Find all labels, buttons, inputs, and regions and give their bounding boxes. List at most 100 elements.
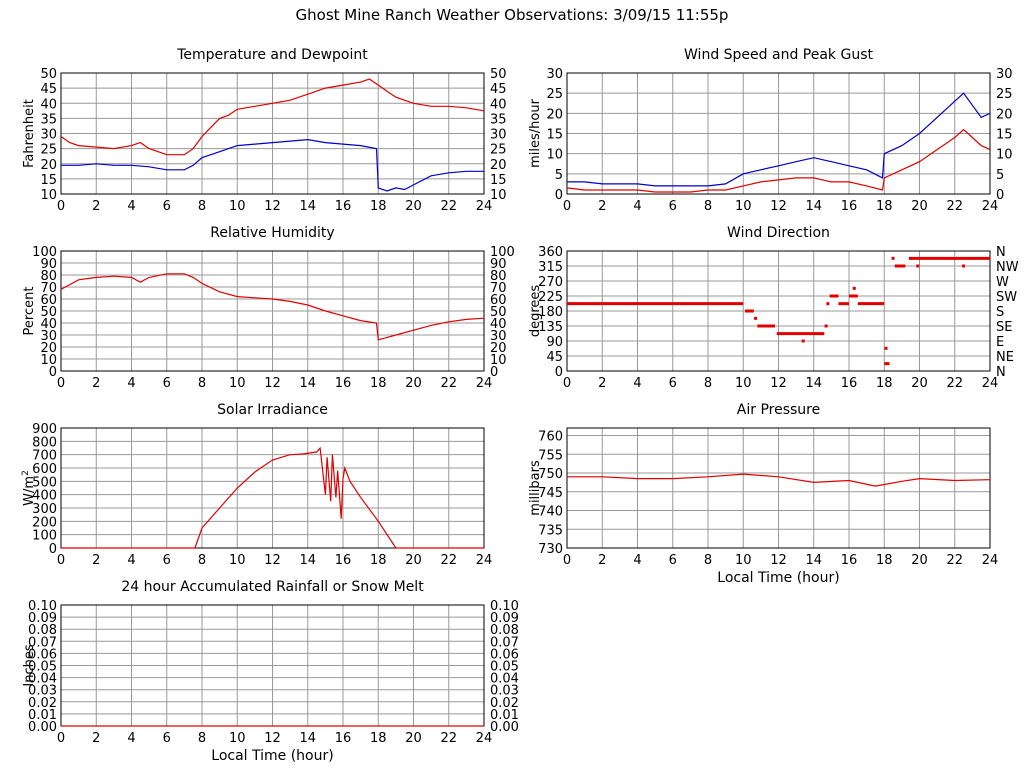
x-tick-label: 2 — [92, 199, 100, 214]
right-tick-label: 0 — [490, 365, 498, 380]
x-tick-label: 6 — [163, 731, 171, 746]
y-tick-label: 90 — [40, 257, 57, 272]
right-tick-label: E — [996, 335, 1004, 350]
y-tick-label: 20 — [546, 107, 563, 122]
direction-point — [824, 324, 828, 328]
x-tick-label: 24 — [476, 376, 493, 391]
x-tick-label: 24 — [476, 731, 493, 746]
right-tick-label: 0.03 — [490, 684, 519, 699]
x-tick-label: 14 — [299, 376, 316, 391]
x-tick-label: 10 — [229, 199, 246, 214]
x-tick-label: 8 — [704, 553, 712, 568]
y-tick-label: 20 — [40, 158, 57, 173]
x-tick-label: 14 — [805, 376, 822, 391]
y-tick-label: 0.05 — [28, 660, 57, 675]
x-axis-label: Local Time (hour) — [717, 570, 839, 586]
y-tick-label: 70 — [40, 281, 57, 296]
x-tick-label: 14 — [299, 731, 316, 746]
right-tick-label: 5 — [996, 168, 1004, 183]
right-tick-label: 20 — [996, 107, 1013, 122]
right-tick-label: 0.00 — [490, 720, 519, 735]
right-tick-label: 30 — [490, 329, 507, 344]
x-tick-label: 18 — [876, 199, 893, 214]
right-tick-label: 70 — [490, 281, 507, 296]
right-tick-label: 30 — [490, 128, 507, 143]
x-tick-label: 2 — [92, 731, 100, 746]
y-tick-label: 30 — [40, 128, 57, 143]
series-line-0 — [567, 92, 991, 187]
x-tick-label: 10 — [735, 553, 752, 568]
x-tick-label: 0 — [57, 199, 65, 214]
right-tick-label: 10 — [490, 353, 507, 368]
y-tick-label: 10 — [546, 148, 563, 163]
right-tick-label: 0.04 — [490, 672, 519, 687]
x-tick-label: 12 — [770, 376, 787, 391]
x-tick-label: 16 — [335, 376, 352, 391]
x-tick-label: 6 — [669, 199, 677, 214]
y-tick-label: 900 — [32, 422, 57, 437]
direction-point — [916, 264, 920, 268]
x-tick-label: 20 — [405, 553, 422, 568]
y-tick-label: 700 — [32, 449, 57, 464]
right-tick-label: 80 — [490, 269, 507, 284]
y-tick-label: 0.04 — [28, 672, 57, 687]
y-tick-label: 30 — [546, 67, 563, 82]
y-tick-label: 100 — [32, 529, 57, 544]
x-tick-label: 24 — [982, 553, 999, 568]
right-tick-label: SE — [996, 320, 1012, 335]
x-tick-label: 20 — [911, 376, 928, 391]
right-tick-label: W — [996, 275, 1009, 290]
y-tick-label: 15 — [546, 128, 563, 143]
x-tick-label: 20 — [405, 199, 422, 214]
y-tick-label: 35 — [40, 112, 57, 127]
y-tick-label: 400 — [32, 489, 57, 504]
right-tick-label: 60 — [490, 293, 507, 308]
y-tick-label: 45 — [546, 350, 563, 365]
right-tick-label: 0.09 — [490, 611, 519, 626]
y-tick-label: 80 — [40, 269, 57, 284]
x-tick-label: 6 — [163, 376, 171, 391]
y-tick-label: 270 — [538, 275, 563, 290]
direction-point — [891, 256, 895, 260]
direction-point — [852, 286, 856, 290]
x-tick-label: 12 — [264, 731, 281, 746]
y-tick-label: 20 — [40, 341, 57, 356]
x-tick-label: 4 — [633, 376, 641, 391]
x-tick-label: 24 — [982, 199, 999, 214]
x-tick-label: 4 — [633, 553, 641, 568]
page-title: Ghost Mine Ranch Weather Observations: 3… — [295, 6, 729, 24]
right-tick-label: 50 — [490, 305, 507, 320]
x-tick-label: 18 — [370, 553, 387, 568]
x-tick-label: 10 — [229, 731, 246, 746]
x-tick-label: 12 — [264, 376, 281, 391]
x-tick-label: 4 — [127, 731, 135, 746]
direction-point — [801, 339, 805, 343]
x-tick-label: 14 — [299, 199, 316, 214]
x-tick-label: 0 — [563, 553, 571, 568]
right-tick-label: 40 — [490, 317, 507, 332]
y-tick-label: 40 — [40, 97, 57, 112]
y-axis-label: miles/hour — [528, 98, 543, 167]
x-tick-label: 24 — [476, 199, 493, 214]
right-tick-label: 25 — [490, 143, 507, 158]
y-axis-label: Inches — [22, 644, 37, 686]
x-tick-label: 4 — [127, 553, 135, 568]
series-line-0 — [567, 473, 991, 487]
x-tick-label: 22 — [440, 553, 457, 568]
y-axis-label: Fahrenheit — [22, 99, 37, 168]
y-tick-label: 0.06 — [28, 647, 57, 662]
x-tick-label: 16 — [841, 553, 858, 568]
y-tick-label: 10 — [40, 353, 57, 368]
x-tick-label: 10 — [229, 376, 246, 391]
right-tick-label: 0.06 — [490, 647, 519, 662]
x-tick-label: 8 — [704, 376, 712, 391]
x-tick-label: 10 — [735, 199, 752, 214]
x-tick-label: 16 — [335, 731, 352, 746]
direction-point — [962, 264, 966, 268]
y-tick-label: 0.08 — [28, 623, 57, 638]
y-tick-label: 10 — [40, 188, 57, 203]
series-line-0 — [61, 446, 484, 549]
